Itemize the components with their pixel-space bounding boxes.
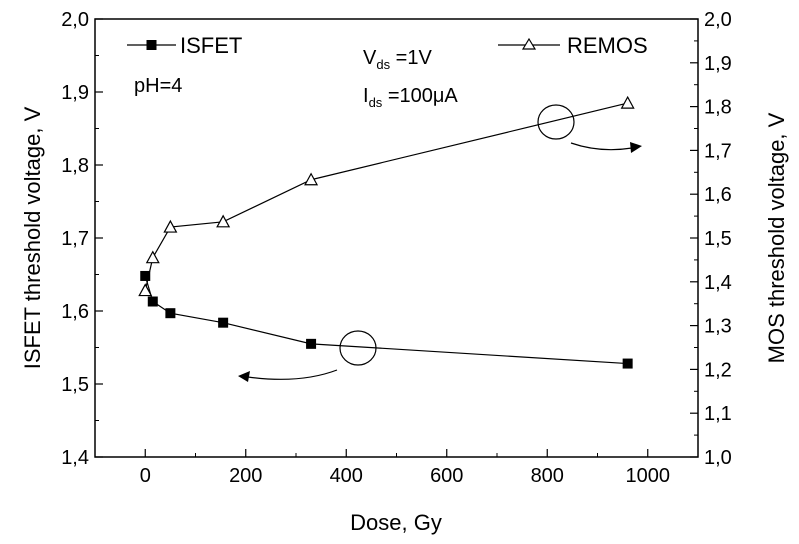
data-point-remos [304, 172, 319, 186]
y-tick-label: 1,9 [61, 82, 89, 104]
ids-subscript: ds [369, 95, 383, 110]
x-tick-label: 0 [140, 465, 151, 487]
ids-main: I [363, 85, 369, 107]
data-point-remos [216, 214, 231, 228]
data-point-isfet [218, 317, 229, 328]
data-point-isfet [622, 358, 633, 369]
x-tick-label: 200 [229, 465, 262, 487]
y2-tick-label: 1,0 [704, 447, 732, 469]
remos-arrowhead [630, 142, 642, 153]
data-point-remos [163, 219, 178, 233]
legend-remos: REMOS [498, 33, 648, 58]
y2-tick-label: 1,7 [704, 140, 732, 162]
legend-isfet-marker [146, 40, 157, 50]
vds-annotation: Vds =1V [363, 47, 432, 72]
y-tick-label: 1,4 [61, 447, 89, 469]
x-tick-label: 600 [430, 465, 463, 487]
isfet-callout-arrow [247, 369, 338, 380]
y2-tick-label: 1,6 [704, 184, 732, 206]
ids-value: =100μA [382, 85, 458, 107]
y2-tick-label: 1,3 [704, 316, 732, 338]
remos-callout-ellipse [537, 104, 575, 140]
data-point-remos [620, 95, 635, 109]
y2-tick-label: 1,8 [704, 97, 732, 119]
data-point-remos [138, 283, 153, 297]
data-point-isfet [306, 338, 317, 349]
legend-remos-label: REMOS [567, 33, 648, 58]
series-layer [138, 95, 635, 369]
plot-frame [94, 18, 699, 458]
y-tick-label: 1,8 [61, 155, 89, 177]
y2-tick-label: 1,9 [704, 53, 732, 75]
vds-main: V [363, 47, 377, 69]
y2-tick-label: 1,2 [704, 359, 732, 381]
x-tick-label: 800 [531, 465, 564, 487]
vds-value: =1V [390, 47, 432, 69]
x-axis-title: Dose, Gy [350, 510, 442, 535]
y-axis-title: ISFET threshold voltage, V [20, 106, 45, 369]
series-line-remos [144, 102, 628, 291]
data-point-isfet [140, 270, 151, 281]
data-point-isfet [165, 308, 176, 319]
legend-isfet: ISFET [127, 33, 242, 58]
ph-annotation: pH=4 [134, 75, 182, 97]
y2-tick-label: 1,5 [704, 228, 732, 250]
y-tick-label: 1,5 [61, 374, 89, 396]
y2-tick-label: 1,1 [704, 403, 732, 425]
ticks-layer: 0 200 400 600 800 1000 1,4 1,5 1,6 1,7 1,8 1,9 2,0 1,… [61, 9, 732, 487]
y2-tick-label: 1,4 [704, 272, 732, 294]
x-tick-label: 400 [330, 465, 363, 487]
y2-tick-label: 2,0 [704, 9, 732, 31]
remos-callout-arrow [570, 142, 633, 151]
series-line-isfet [144, 275, 628, 365]
y2-axis-title: MOS threshold voltage, V [764, 112, 789, 363]
isfet-arrowhead [238, 371, 250, 382]
y-tick-label: 1,6 [61, 301, 89, 323]
ids-annotation: Ids =100μA [363, 85, 458, 110]
y-tick-label: 1,7 [61, 228, 89, 250]
vds-subscript: ds [376, 57, 390, 72]
x-tick-label: 1000 [626, 465, 671, 487]
legend-remos-marker [521, 37, 537, 50]
data-point-isfet [147, 296, 158, 307]
y-tick-label: 2,0 [61, 9, 89, 31]
data-point-remos [145, 250, 160, 264]
legend-isfet-label: ISFET [180, 33, 242, 58]
